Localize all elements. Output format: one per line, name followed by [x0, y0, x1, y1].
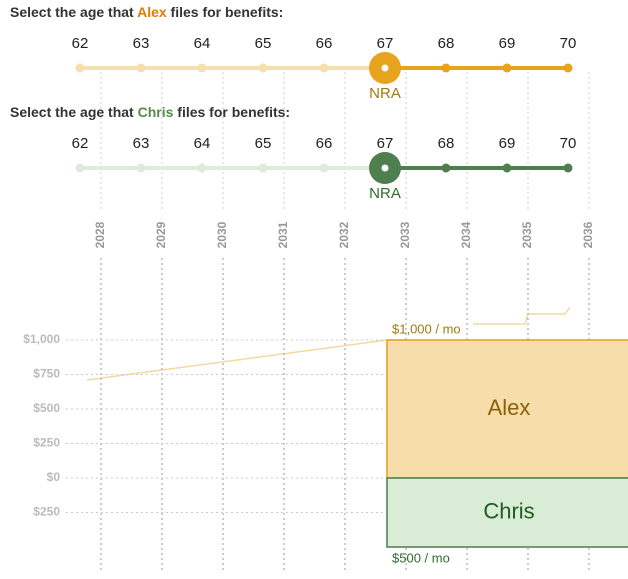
y-tick-label: $750 [33, 367, 60, 381]
slider-stop[interactable] [197, 163, 207, 173]
slider-stop[interactable] [136, 163, 146, 173]
year-label: 2028 [93, 221, 107, 248]
age-label: 63 [133, 35, 150, 52]
benefit-label: $1,000 / mo [392, 321, 461, 336]
slider-stop[interactable] [258, 163, 268, 173]
age-label: 67 [377, 135, 394, 152]
age-label: 65 [255, 35, 272, 52]
benefit-name: Alex [488, 395, 531, 420]
prompt: Select the age that Chris files for bene… [10, 104, 290, 120]
benefit-name: Chris [483, 498, 534, 523]
prompt: Select the age that Alex files for benef… [10, 4, 283, 20]
age-label: 63 [133, 135, 150, 152]
year-label: 2033 [398, 221, 412, 248]
y-tick-label: $500 [33, 401, 60, 415]
slider-stop[interactable] [319, 163, 329, 173]
age-label: 62 [72, 135, 89, 152]
slider-handle-dot [381, 64, 389, 72]
age-label: 65 [255, 135, 272, 152]
y-tick-label: $0 [47, 470, 61, 484]
slider-stop[interactable] [441, 163, 451, 173]
prompt-suffix: files for benefits: [173, 104, 290, 120]
prompt-suffix: files for benefits: [167, 4, 284, 20]
slider-stop[interactable] [441, 63, 451, 73]
nra-label: NRA [369, 85, 401, 102]
age-label: 62 [72, 35, 89, 52]
age-label: 68 [438, 135, 455, 152]
age-label: 70 [560, 135, 577, 152]
year-label: 2029 [154, 221, 168, 248]
year-label: 2032 [337, 221, 351, 248]
slider-stop[interactable] [258, 63, 268, 73]
slider-stop[interactable] [319, 63, 329, 73]
benefit-label: $500 / mo [392, 550, 450, 565]
prompt-prompt: Select the age that [10, 4, 137, 20]
y-tick-label: $250 [33, 436, 60, 450]
slider-stop[interactable] [197, 63, 207, 73]
prompt-prompt: Select the age that [10, 104, 138, 120]
slider-stop[interactable] [502, 63, 512, 73]
prompt-name: Chris [138, 104, 174, 120]
slider-handle-dot [381, 164, 389, 172]
slider-stop[interactable] [563, 163, 573, 173]
age-label: 70 [560, 35, 577, 52]
year-label: 2030 [215, 221, 229, 248]
age-label: 68 [438, 35, 455, 52]
age-label: 69 [499, 35, 516, 52]
slider-stop[interactable] [136, 63, 146, 73]
year-label: 2031 [276, 221, 290, 248]
year-label: 2036 [581, 221, 595, 248]
y-tick-label: $250 [33, 505, 60, 519]
nra-label: NRA [369, 185, 401, 202]
age-label: 69 [499, 135, 516, 152]
benefit-box [386, 339, 628, 479]
slider-stop[interactable] [502, 163, 512, 173]
year-label: 2034 [459, 221, 473, 248]
age-label: 64 [194, 35, 211, 52]
slider-stop[interactable] [75, 163, 85, 173]
age-label: 64 [194, 135, 211, 152]
benefit-box [386, 477, 628, 548]
y-tick-label: $1,000 [23, 332, 60, 346]
year-label: 2035 [520, 221, 534, 248]
slider-stop[interactable] [563, 63, 573, 73]
slider-stop[interactable] [75, 63, 85, 73]
age-label: 66 [316, 135, 333, 152]
prompt-name: Alex [137, 4, 167, 20]
age-label: 67 [377, 35, 394, 52]
age-label: 66 [316, 35, 333, 52]
